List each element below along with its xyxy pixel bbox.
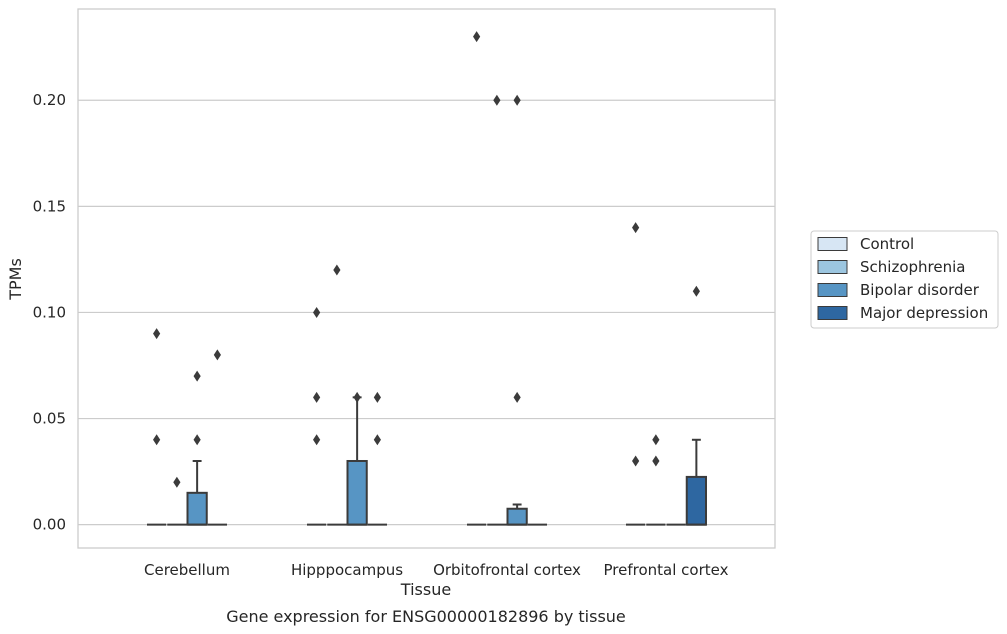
box-group	[467, 31, 547, 526]
legend-entry: Major depression	[860, 304, 988, 322]
outlier-point	[632, 455, 640, 467]
legend-entry: Bipolar disorder	[860, 281, 980, 299]
grid-lines	[78, 99, 775, 526]
plot-frame	[77, 8, 776, 549]
legend-frame	[810, 230, 999, 329]
legend-entry: Control	[860, 235, 914, 253]
y-axis-ticks: 0.00 0.05 0.10 0.15 0.20	[33, 91, 66, 533]
outlier-point	[153, 328, 161, 340]
y-tick-label: 0.10	[33, 303, 66, 321]
x-tick-label: Cerebellum	[144, 561, 230, 579]
outlier-point	[513, 391, 521, 403]
x-tick-label: Hipppocampus	[291, 561, 403, 579]
outlier-point	[313, 434, 321, 446]
chart-caption: Gene expression for ENSG00000182896 by t…	[226, 607, 626, 626]
legend-swatch	[817, 260, 848, 274]
outlier-point	[652, 455, 660, 467]
outlier-point	[313, 306, 321, 318]
outlier-point	[692, 285, 700, 297]
outlier-point	[632, 222, 640, 234]
box	[346, 459, 368, 526]
outlier-point	[333, 264, 341, 276]
legend-swatch	[817, 283, 848, 297]
legend-swatch	[817, 306, 848, 320]
x-tick-label: Prefrontal cortex	[604, 561, 729, 579]
outlier-point	[193, 370, 201, 382]
legend-swatch	[817, 237, 848, 251]
box	[685, 475, 707, 526]
outlier-point	[373, 434, 381, 446]
y-axis-label: TPMs	[6, 258, 25, 301]
box	[186, 491, 208, 526]
outlier-point	[153, 434, 161, 446]
x-tick-label: Orbitofrontal cortex	[433, 561, 581, 579]
box-group	[626, 222, 707, 526]
box	[506, 507, 528, 526]
y-tick-label: 0.15	[33, 197, 66, 215]
x-axis-label: Tissue	[400, 580, 451, 599]
outlier-point	[173, 476, 181, 488]
outlier-point	[652, 434, 660, 446]
outlier-point	[513, 94, 521, 106]
box-group	[307, 264, 387, 526]
box-group	[147, 328, 227, 526]
outlier-point	[353, 391, 361, 403]
y-tick-label: 0.20	[33, 91, 66, 109]
outlier-point	[373, 391, 381, 403]
outlier-point	[213, 349, 221, 361]
y-tick-label: 0.05	[33, 410, 66, 428]
y-tick-label: 0.00	[33, 516, 66, 534]
outlier-point	[473, 31, 481, 43]
outlier-point	[313, 391, 321, 403]
legend: Control Schizophrenia Bipolar disorder Majo…	[810, 230, 999, 329]
x-axis-ticks: Cerebellum Hipppocampus Orbitofrontal cort…	[144, 561, 729, 579]
legend-entry: Schizophrenia	[860, 258, 965, 276]
box-groups	[147, 31, 707, 526]
outlier-point	[493, 94, 501, 106]
outlier-point	[193, 434, 201, 446]
